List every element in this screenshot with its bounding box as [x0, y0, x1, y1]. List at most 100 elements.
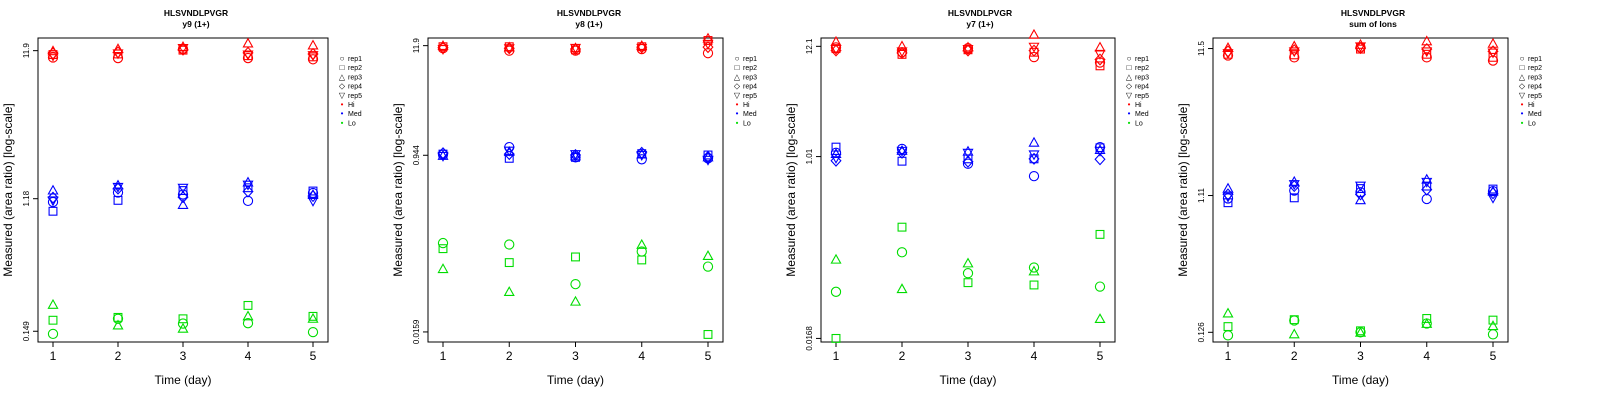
data-point-lo-rep1: [962, 268, 974, 279]
data-point-med-rep5: [242, 180, 254, 191]
data-point-hi-rep3: [503, 41, 515, 52]
data-point-lo-rep2: [308, 311, 318, 321]
data-point-med-rep5: [702, 155, 714, 166]
legend-marker: ◇: [734, 82, 741, 91]
data-point-lo-rep2: [1095, 229, 1105, 239]
data-point-lo-rep3: [896, 283, 908, 294]
legend-marker: •: [736, 100, 739, 109]
data-point-med-rep4: [1222, 188, 1234, 201]
data-point-med-rep4: [177, 190, 189, 204]
data-point-lo-rep3: [569, 295, 582, 306]
data-point-med-rep3: [112, 179, 124, 190]
data-point-med-rep5: [1028, 150, 1040, 161]
data-point-med-rep1: [570, 152, 581, 163]
x-tick-label: 2: [506, 349, 513, 363]
legend-label: Med: [1135, 111, 1149, 118]
y-tick-label: 12.1: [805, 38, 814, 54]
data-point-lo-rep3: [636, 238, 648, 249]
data-point-lo-rep1: [437, 237, 449, 249]
legend-marker: △: [734, 72, 741, 81]
x-tick-label: 1: [440, 349, 447, 363]
data-point-lo-rep2: [243, 300, 253, 310]
data-point-med-rep5: [962, 148, 974, 159]
data-point-lo-rep3: [1028, 265, 1040, 276]
data-point-lo-rep1: [47, 328, 59, 340]
data-point-hi-rep5: [962, 44, 974, 55]
data-point-lo-rep3: [242, 310, 254, 321]
data-point-med-rep2: [1223, 198, 1233, 208]
data-point-hi-rep5: [112, 49, 124, 60]
data-point-med-rep2: [113, 195, 123, 205]
data-point-med-rep3: [1028, 136, 1040, 147]
x-axis-label: Time (day): [940, 373, 997, 387]
data-point-med-rep5: [307, 196, 319, 207]
data-point-med-rep1: [896, 143, 908, 155]
chart-subtitle: sum of Ions: [1349, 19, 1397, 29]
y-tick-label: 0.0168: [805, 326, 814, 351]
data-point-hi-rep3: [1288, 40, 1300, 51]
y-tick-label: 1.01: [805, 148, 814, 164]
x-tick-label: 4: [245, 349, 252, 363]
data-point-med-rep5: [112, 182, 124, 193]
legend-label: rep5: [1528, 93, 1542, 100]
data-point-med-rep4: [702, 150, 714, 163]
data-point-med-rep5: [1288, 180, 1300, 191]
data-point-lo-rep1: [177, 318, 189, 329]
data-point-med-rep5: [830, 153, 842, 164]
y-tick-label: 0.149: [22, 321, 31, 342]
legend-label: Hi: [1528, 102, 1535, 109]
data-point-med-rep3: [830, 148, 842, 159]
data-point-hi-rep1: [112, 52, 124, 64]
y-tick-label: 0.0159: [412, 319, 421, 344]
legend-label: rep1: [1135, 56, 1149, 63]
legend-marker: ○: [340, 54, 345, 63]
data-point-med-rep4: [962, 155, 974, 168]
data-point-med-rep1: [1421, 193, 1432, 205]
data-point-lo-rep2: [637, 255, 647, 265]
data-point-med-rep2: [1488, 184, 1498, 194]
data-point-med-rep5: [1487, 193, 1499, 204]
data-point-lo-rep2: [831, 333, 841, 343]
legend-label: rep5: [348, 93, 362, 100]
data-point-hi-rep5: [242, 50, 254, 61]
data-point-lo-rep3: [1421, 317, 1433, 328]
data-point-hi-rep5: [1421, 47, 1433, 58]
legend-marker: △: [339, 72, 346, 81]
data-point-med-rep5: [1354, 181, 1367, 192]
y-tick-label: 1.11: [1197, 187, 1206, 203]
data-point-med-rep1: [1222, 193, 1234, 204]
data-point-hi-rep5: [307, 51, 319, 62]
data-point-med-rep5: [636, 150, 648, 161]
data-point-med-rep2: [1029, 154, 1039, 164]
data-point-med-rep5: [47, 196, 59, 207]
legend-marker: □: [1520, 63, 1525, 72]
data-point-hi-rep1: [307, 54, 319, 65]
legend-label: Med: [348, 111, 362, 118]
chart-title: HLSVNDLPVGR: [1341, 8, 1405, 18]
data-point-hi-rep5: [702, 39, 714, 50]
data-point-lo-rep3: [702, 250, 714, 260]
data-point-lo-rep1: [504, 239, 515, 250]
chart-title: HLSVNDLPVGR: [557, 8, 621, 18]
data-point-hi-rep1: [1289, 52, 1300, 63]
data-point-med-rep4: [307, 189, 319, 203]
y-axis-label: Measured (area ratio) [log-scale]: [1176, 103, 1190, 276]
x-tick-label: 1: [50, 349, 57, 363]
data-point-med-rep1: [1028, 170, 1040, 182]
legend-marker: ○: [735, 54, 740, 63]
y-axis-label: Measured (area ratio) [log-scale]: [391, 103, 405, 276]
legend-label: Lo: [1135, 120, 1143, 127]
legend-marker: ▽: [339, 91, 346, 100]
data-point-med-rep3: [177, 199, 189, 209]
legend-label: Med: [1528, 111, 1542, 118]
data-point-med-rep1: [112, 187, 124, 198]
legend-label: rep1: [743, 56, 757, 63]
data-point-lo-rep3: [1487, 320, 1499, 331]
data-point-hi-rep3: [636, 40, 648, 51]
legend-label: Med: [743, 111, 757, 118]
legend-label: rep3: [743, 74, 757, 81]
y-tick-label: 1.18: [22, 190, 31, 206]
legend-label: Lo: [348, 120, 356, 127]
